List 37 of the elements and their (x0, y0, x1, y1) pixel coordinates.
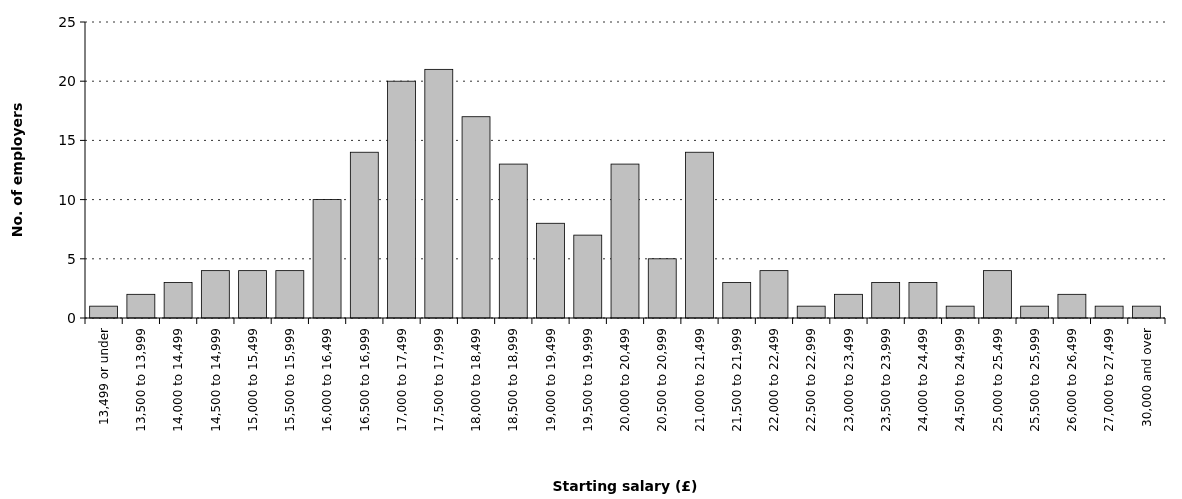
x-tick-label: 16,000 to 16,499 (320, 328, 335, 432)
y-tick-label: 15 (58, 132, 76, 149)
x-tick-label: 17,000 to 17,499 (394, 328, 409, 432)
x-tick-label: 22,000 to 22,499 (767, 328, 782, 432)
x-tick-label: 24,500 to 24,999 (953, 328, 968, 432)
x-axis-title: Starting salary (£) (552, 478, 698, 494)
x-tick-label: 15,000 to 15,499 (245, 328, 260, 432)
x-tick-label: 14,000 to 14,499 (171, 328, 186, 432)
x-tick-label: 13,500 to 13,999 (134, 328, 149, 432)
x-tick-label: 19,000 to 19,499 (543, 328, 558, 432)
x-tick-label: 25,500 to 25,999 (1027, 328, 1042, 432)
y-tick-label: 0 (67, 309, 76, 326)
x-tick-label: 23,000 to 23,499 (841, 328, 856, 432)
x-tick-label: 18,000 to 18,499 (469, 328, 484, 432)
x-tick-label: 14,500 to 14,999 (208, 328, 223, 432)
x-tick-label: 23,500 to 23,999 (878, 328, 893, 432)
x-tick-label: 20,500 to 20,999 (655, 328, 670, 432)
x-tick-label: 27,000 to 27,499 (1102, 328, 1117, 432)
y-tick-label: 10 (58, 191, 76, 208)
x-tick-label: 21,000 to 21,499 (692, 328, 707, 432)
y-tick-label: 20 (58, 73, 76, 90)
x-tick-label: 24,000 to 24,499 (916, 328, 931, 432)
y-axis-title: No. of employers (9, 102, 25, 238)
y-tick-label: 5 (67, 250, 76, 267)
x-tick-label: 30,000 and over (1139, 327, 1154, 427)
x-tick-label: 20,000 to 20,499 (618, 328, 633, 432)
x-tick-label: 17,500 to 17,999 (431, 328, 446, 432)
x-tick-label: 16,500 to 16,999 (357, 328, 372, 432)
x-tick-label: 25,000 to 25,499 (990, 328, 1005, 432)
y-tick-label: 25 (58, 13, 76, 30)
x-tick-label: 18,500 to 18,999 (506, 328, 521, 432)
x-tick-label: 26,000 to 26,499 (1065, 328, 1080, 432)
x-tick-label: 13,499 or under (96, 327, 111, 426)
x-tick-label: 22,500 to 22,999 (804, 328, 819, 432)
x-tick-label: 19,500 to 19,999 (580, 328, 595, 432)
x-tick-label: 21,500 to 21,999 (729, 328, 744, 432)
x-tick-label: 15,500 to 15,999 (283, 328, 298, 432)
